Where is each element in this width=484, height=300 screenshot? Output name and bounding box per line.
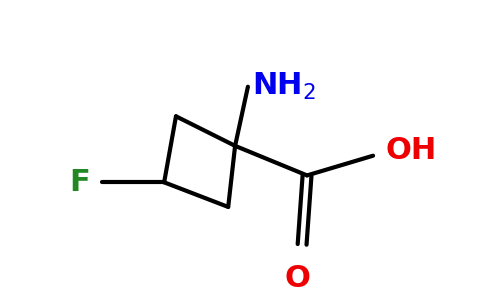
Text: F: F <box>70 168 90 197</box>
Text: OH: OH <box>386 136 437 165</box>
Text: O: O <box>284 264 310 293</box>
Text: NH$_2$: NH$_2$ <box>252 71 316 102</box>
